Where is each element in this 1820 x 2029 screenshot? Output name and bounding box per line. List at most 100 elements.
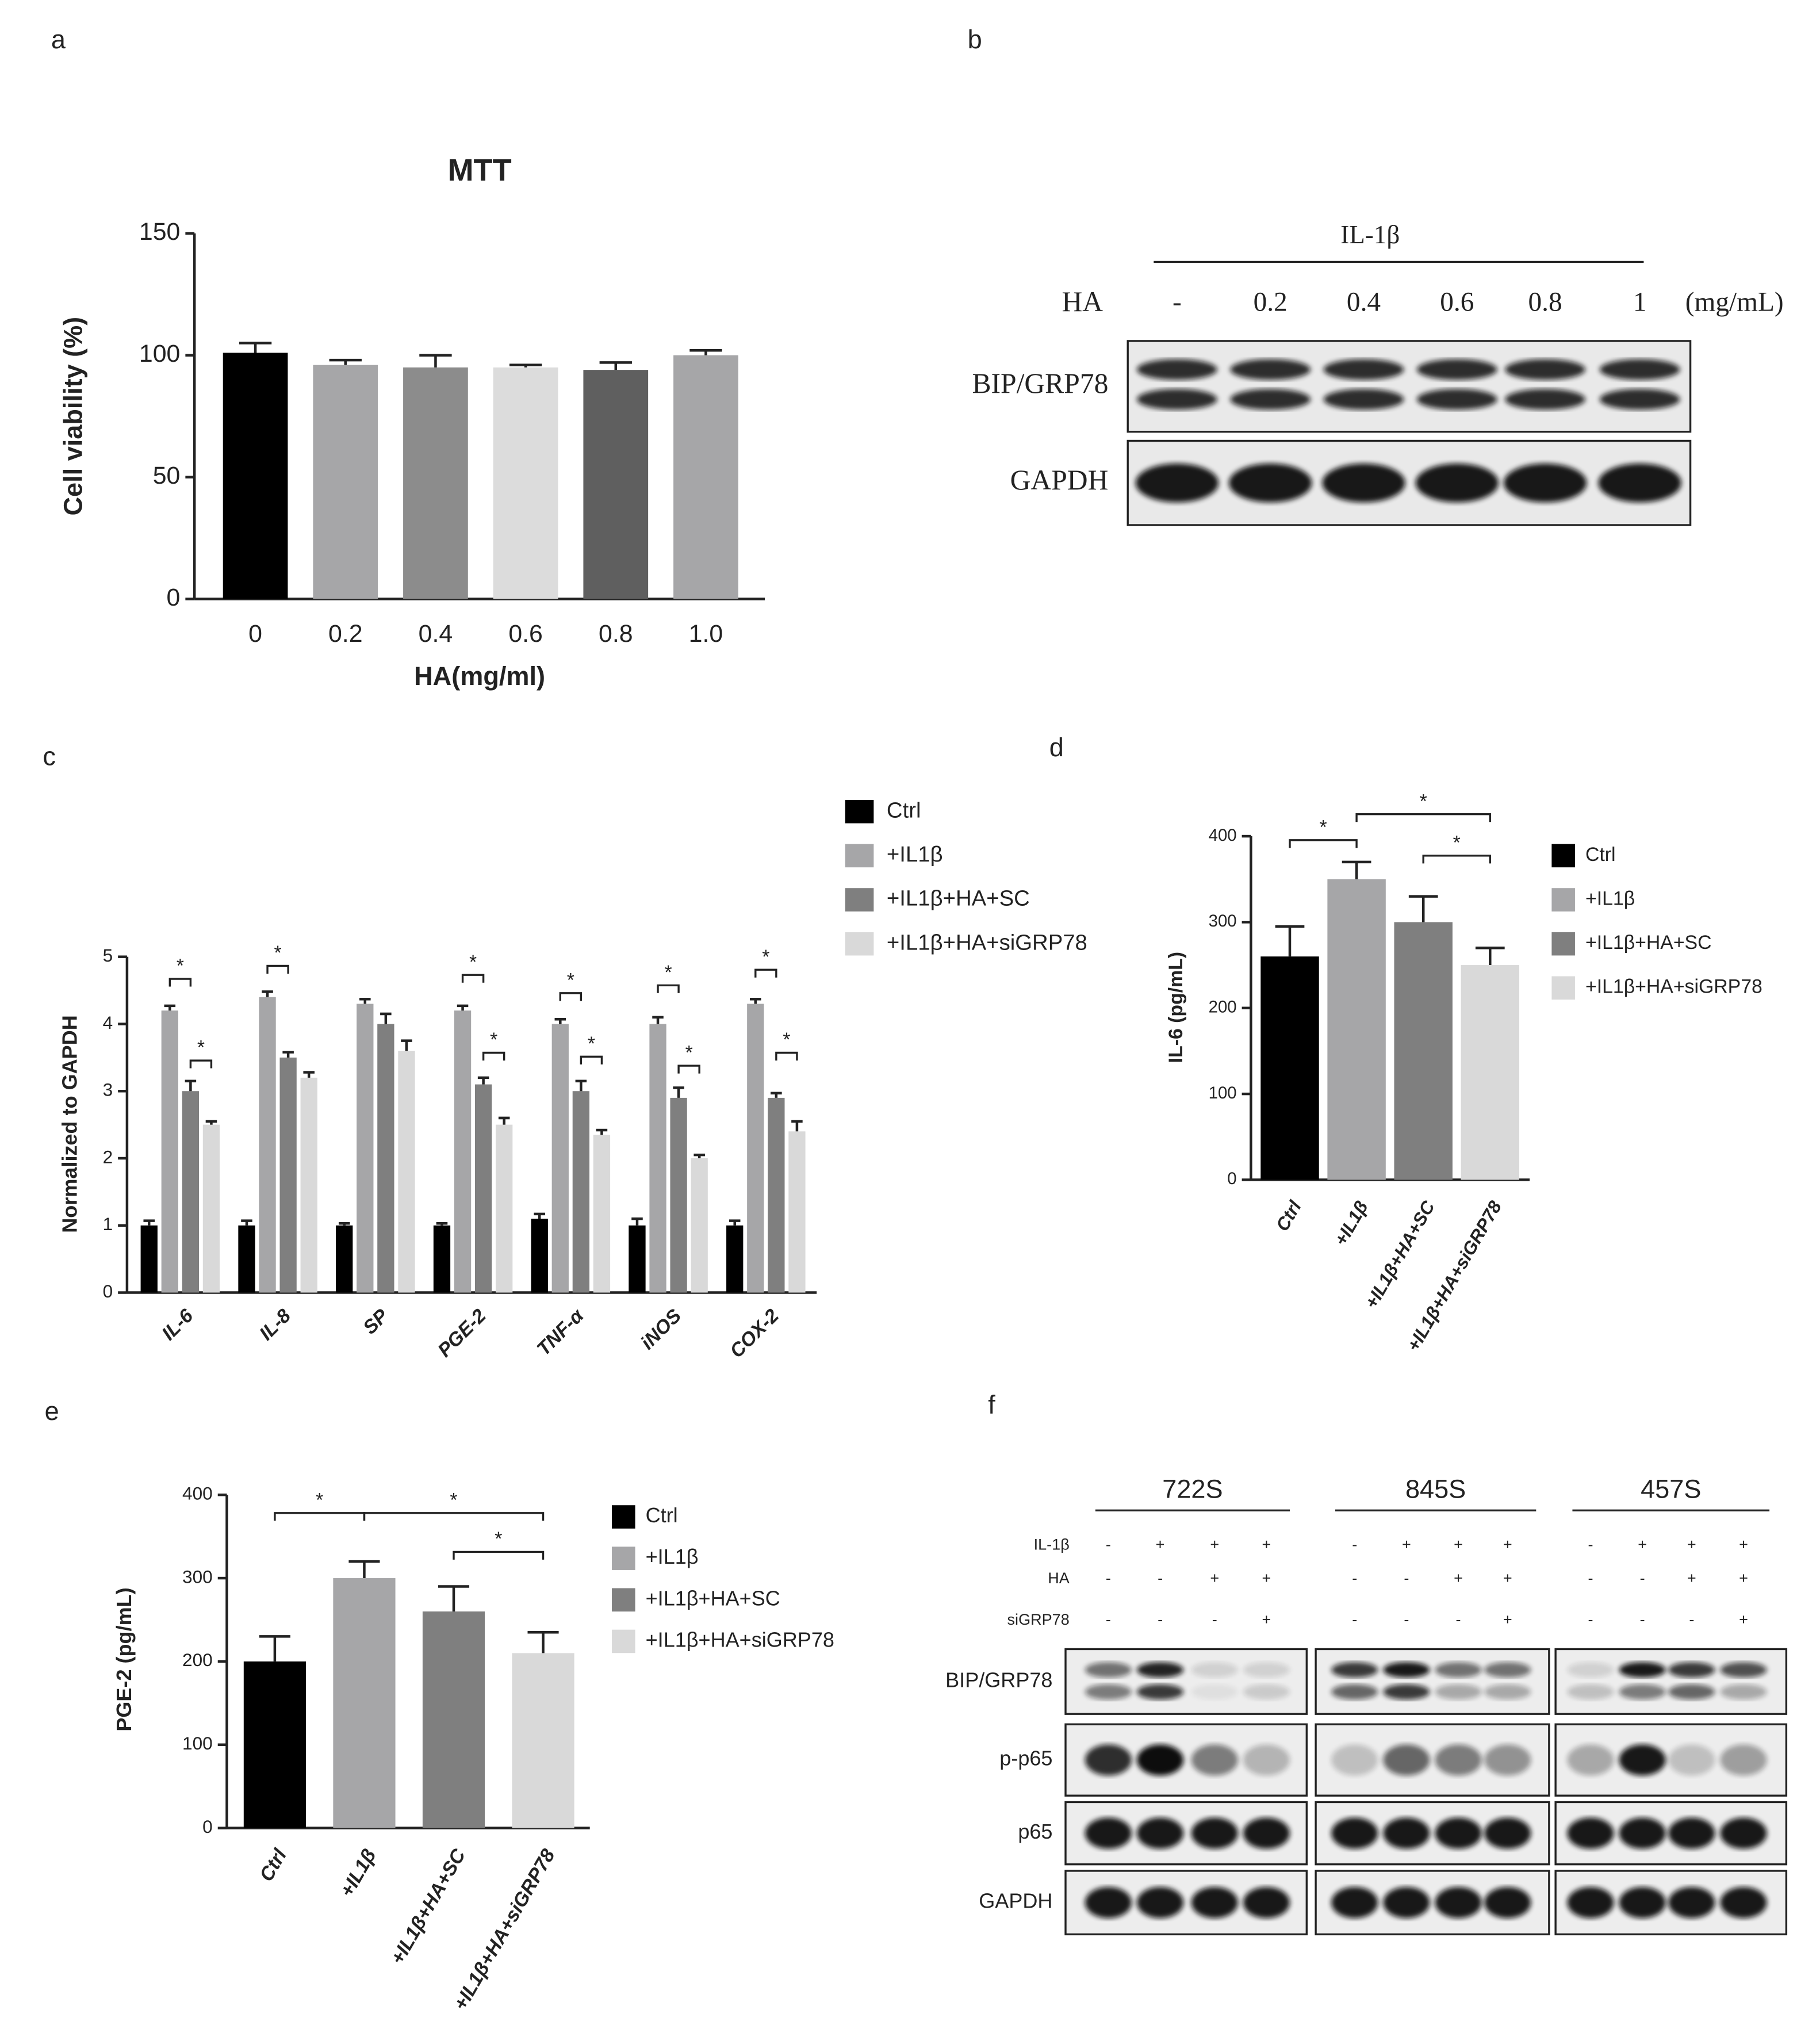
y-tick-label: 2 — [103, 1146, 113, 1167]
legend-label: +IL1β+HA+SC — [646, 1586, 780, 1610]
band — [1243, 1887, 1290, 1919]
significance-label: * — [665, 962, 672, 983]
condition-sign: - — [1352, 1536, 1357, 1553]
error-bar — [338, 1222, 350, 1226]
significance-bracket — [775, 1051, 798, 1061]
error-bar — [1342, 860, 1371, 879]
condition-sign: - — [1689, 1611, 1694, 1628]
x-tick-label: Ctrl — [1271, 1197, 1305, 1235]
condition-sign: - — [1404, 1569, 1409, 1587]
legend-swatch — [1551, 888, 1575, 912]
condition-sign: + — [1638, 1536, 1647, 1553]
x-tick-label: PGE-2 — [434, 1305, 491, 1362]
band — [1383, 1662, 1430, 1678]
error-bar — [1475, 946, 1505, 966]
error-bar — [239, 342, 272, 353]
x-tick-label: +IL1β — [336, 1846, 381, 1901]
band — [1416, 389, 1497, 410]
y-tick-label: 4 — [103, 1012, 113, 1033]
significance-label: * — [177, 955, 184, 977]
band — [1136, 1887, 1184, 1919]
band — [1085, 1684, 1132, 1700]
legend-swatch — [612, 1629, 635, 1653]
bar — [583, 370, 649, 599]
y-tick-label: 300 — [182, 1566, 213, 1587]
band — [1191, 1744, 1238, 1776]
blot-box — [1315, 1648, 1550, 1715]
x-tick-label: +IL1β+HA+SC — [1361, 1197, 1439, 1312]
x-tick-label: Ctrl — [255, 1845, 291, 1885]
error-bar — [303, 1071, 315, 1078]
significance-label: * — [567, 969, 574, 991]
significance-bracket — [189, 1059, 213, 1069]
bar — [551, 1024, 569, 1293]
band — [1567, 1744, 1614, 1776]
condition-sign: - — [1588, 1536, 1593, 1553]
x-tick-label: iNOS — [637, 1304, 686, 1354]
band — [1136, 1684, 1184, 1700]
band — [1619, 1744, 1666, 1776]
bar — [422, 1611, 485, 1828]
band — [1243, 1662, 1290, 1678]
error-bar — [477, 1076, 489, 1085]
condition-sign: - — [1588, 1569, 1593, 1587]
bar — [673, 355, 738, 599]
cell-line-label: 845S — [1405, 1474, 1466, 1503]
error-bar — [438, 1585, 470, 1611]
bar — [333, 1578, 396, 1828]
y-tick-label: 3 — [103, 1079, 113, 1100]
bar — [223, 353, 288, 599]
cell-line-label: 457S — [1641, 1474, 1701, 1503]
band — [1720, 1662, 1767, 1678]
x-tick-label: IL-6 — [158, 1305, 198, 1345]
treatment-label: IL-1β — [1340, 220, 1400, 249]
error-bar — [401, 1039, 412, 1051]
significance-label: * — [1453, 832, 1461, 854]
panel-letter: d — [1049, 733, 1064, 762]
bar — [202, 1124, 220, 1293]
band — [1085, 1662, 1132, 1678]
legend-swatch — [612, 1546, 635, 1570]
band — [1331, 1744, 1378, 1776]
x-tick-label: TNF-α — [532, 1304, 589, 1360]
x-tick-label: COX-2 — [726, 1305, 783, 1362]
legend-label: +IL1β — [646, 1545, 699, 1568]
bar — [259, 997, 276, 1293]
error-bar — [164, 1004, 176, 1011]
bar — [788, 1131, 806, 1293]
y-axis-label: Cell viability (%) — [59, 317, 88, 516]
dose-value: - — [1173, 288, 1182, 317]
condition-sign: + — [1503, 1536, 1512, 1553]
condition-sign: + — [1503, 1569, 1512, 1587]
condition-label: HA — [1048, 1569, 1070, 1587]
error-bar — [689, 349, 722, 355]
row-label: BIP/GRP78 — [972, 367, 1108, 399]
y-tick-label: 0 — [1227, 1169, 1236, 1188]
legend-swatch — [612, 1505, 635, 1529]
y-tick-label: 200 — [1209, 997, 1237, 1016]
row-label: p-p65 — [999, 1747, 1052, 1770]
band — [1567, 1662, 1614, 1678]
band — [1323, 359, 1404, 380]
error-bar — [729, 1219, 741, 1226]
y-tick-label: 100 — [139, 340, 180, 367]
significance-label: * — [588, 1033, 595, 1055]
dose-label: HA — [1062, 286, 1104, 317]
error-bar — [771, 1092, 782, 1098]
band — [1505, 359, 1585, 380]
bar — [377, 1024, 394, 1293]
band — [1416, 359, 1497, 380]
band — [1619, 1662, 1666, 1678]
error-bar — [241, 1219, 252, 1226]
band — [1720, 1684, 1767, 1700]
significance-label: * — [685, 1042, 693, 1064]
condition-sign: + — [1262, 1569, 1271, 1587]
bar — [403, 367, 468, 599]
legend-label: Ctrl — [646, 1503, 678, 1527]
condition-label: siGRP78 — [1007, 1611, 1070, 1628]
band — [1136, 1817, 1184, 1849]
bar — [593, 1135, 611, 1293]
band — [1598, 463, 1681, 503]
error-bar — [575, 1079, 587, 1092]
condition-sign: + — [1687, 1569, 1696, 1587]
